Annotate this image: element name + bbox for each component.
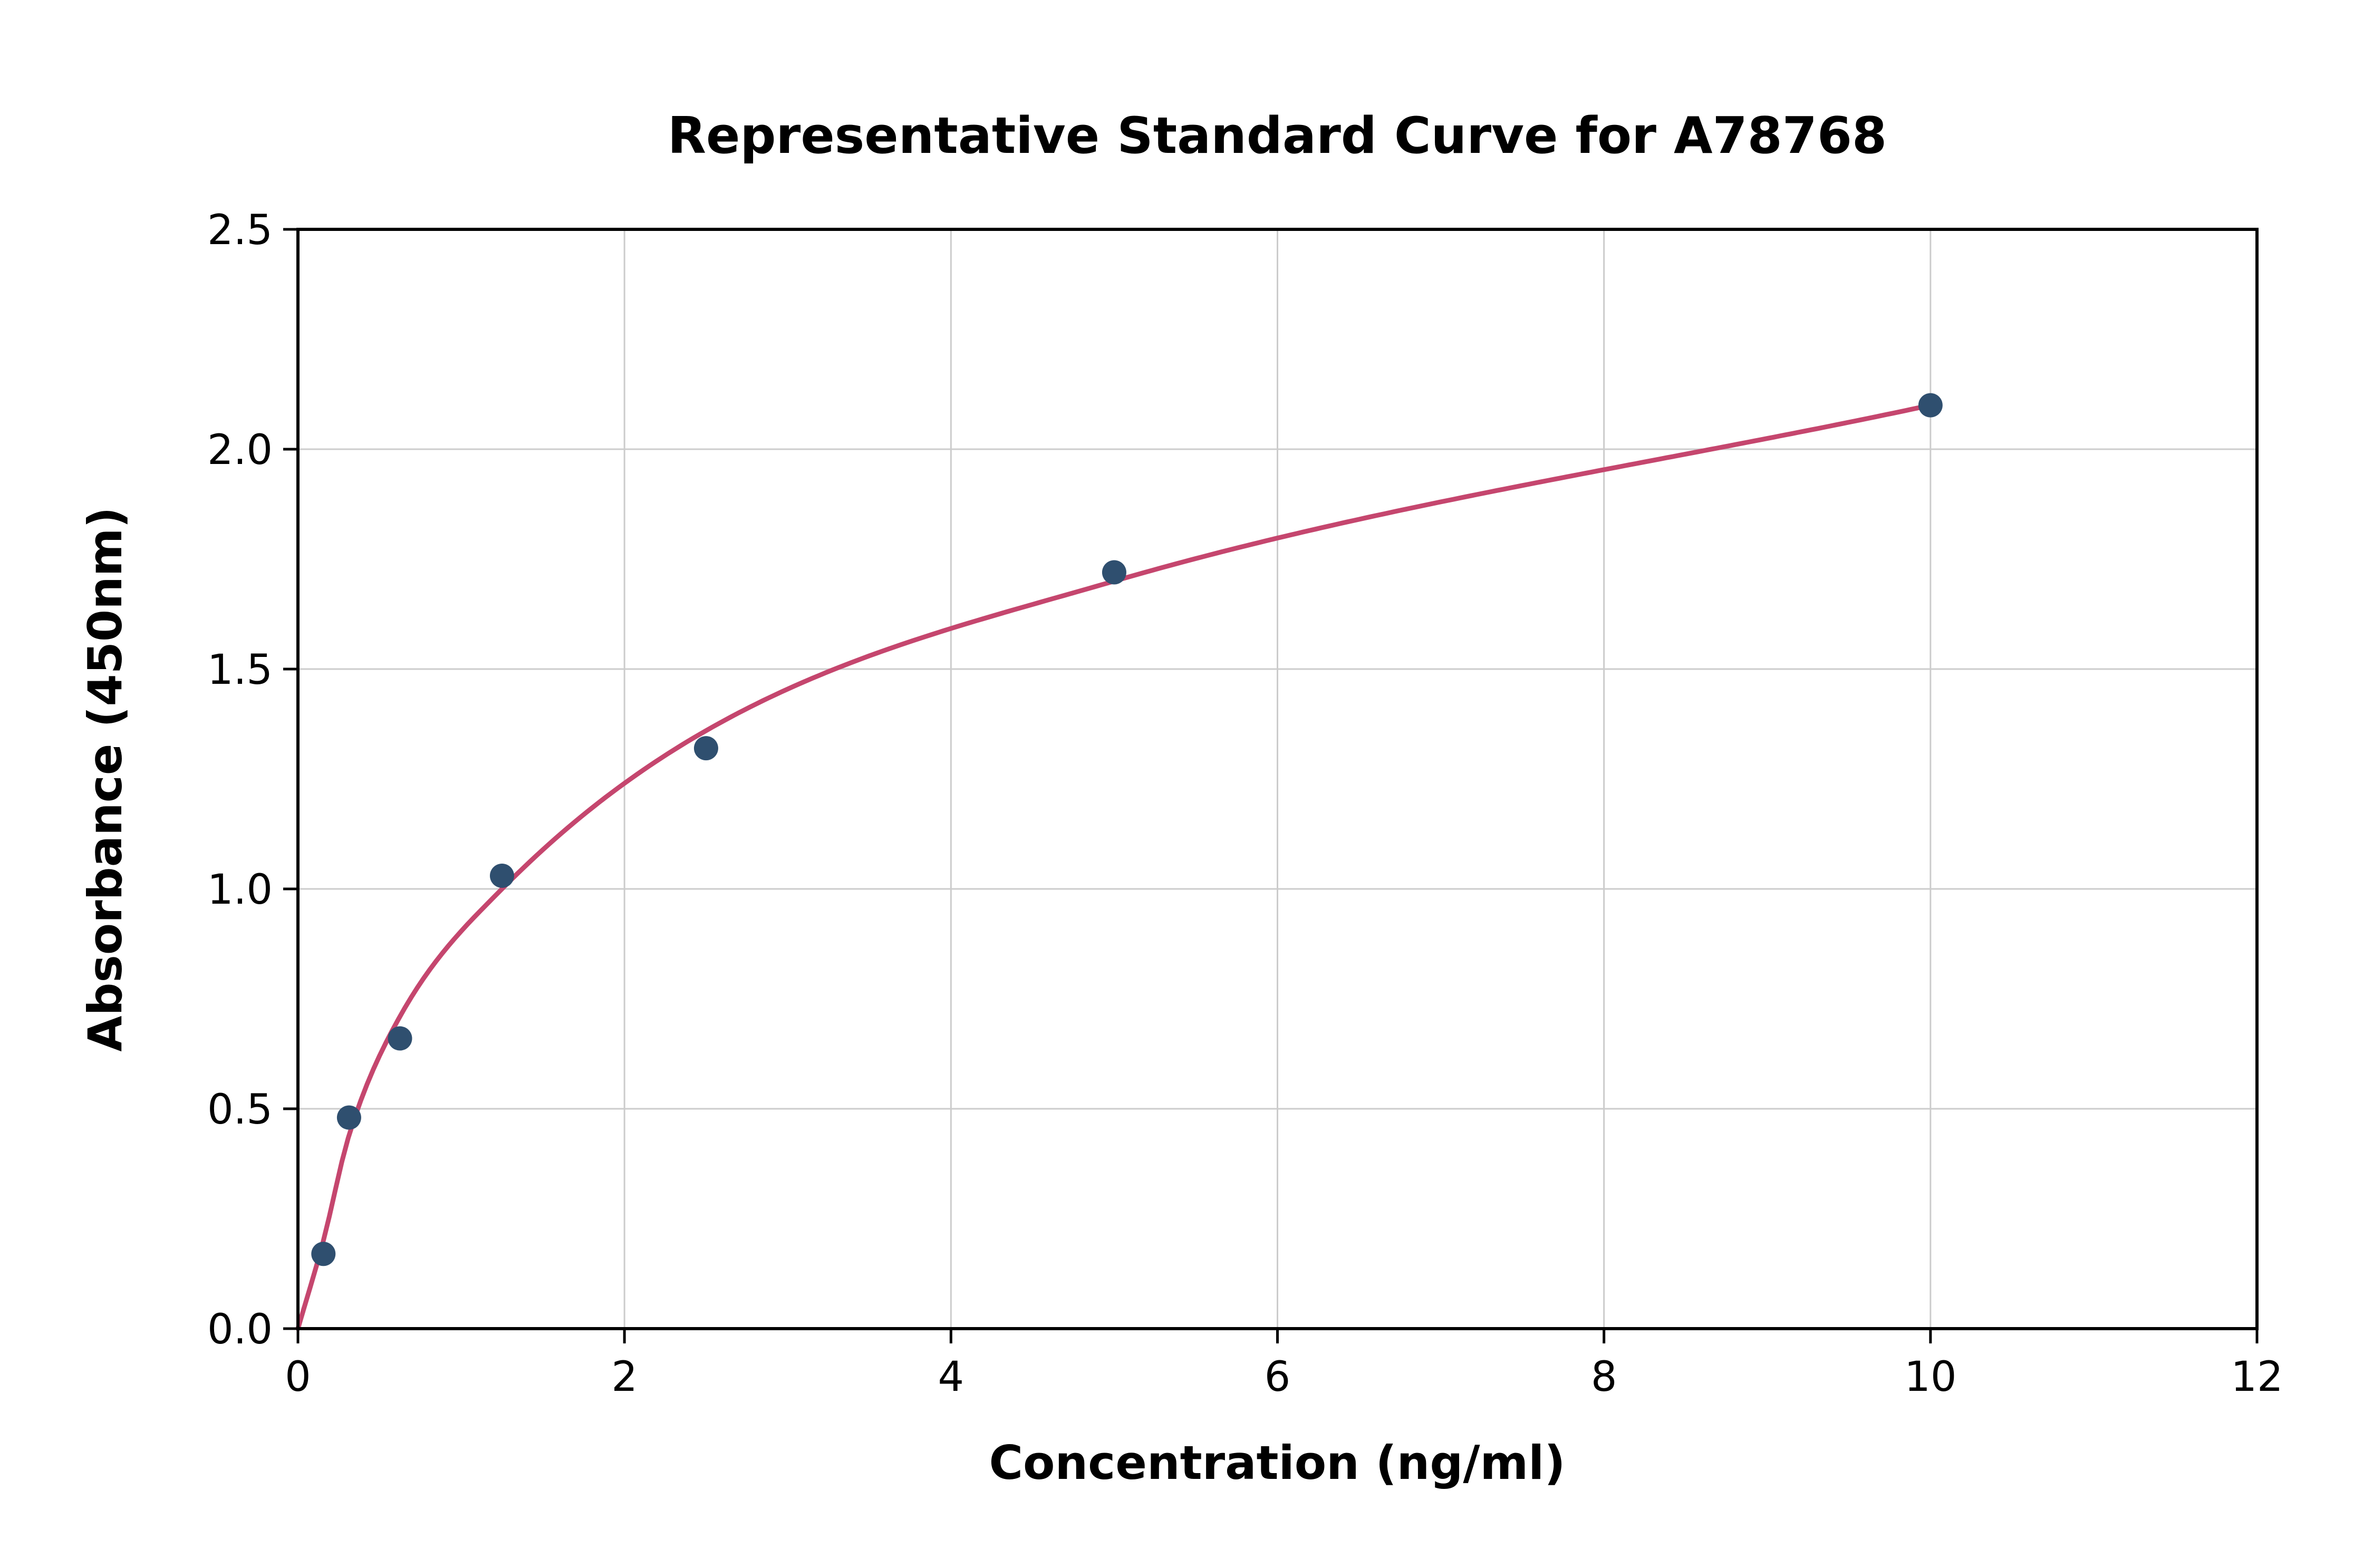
y-tick-label: 1.0 bbox=[207, 866, 273, 914]
y-tick-label: 1.5 bbox=[207, 646, 273, 694]
data-point bbox=[388, 1026, 412, 1051]
data-point bbox=[311, 1242, 336, 1266]
data-layer bbox=[295, 393, 1943, 1331]
y-tick-label: 0.0 bbox=[207, 1306, 273, 1353]
data-point bbox=[336, 1105, 361, 1130]
fit-curve bbox=[295, 403, 1933, 1331]
x-tick-label: 6 bbox=[1265, 1353, 1291, 1401]
data-point bbox=[489, 863, 514, 888]
data-point bbox=[693, 736, 718, 761]
y-tick-label: 2.5 bbox=[207, 207, 273, 254]
x-tick-label: 4 bbox=[938, 1353, 964, 1401]
x-tick-label: 0 bbox=[285, 1353, 311, 1401]
x-tick-label: 10 bbox=[1904, 1353, 1956, 1401]
x-tick-label: 12 bbox=[2231, 1353, 2283, 1401]
x-tick-label: 8 bbox=[1591, 1353, 1617, 1401]
x-tick-label: 2 bbox=[611, 1353, 638, 1401]
grid-layer bbox=[297, 228, 2258, 1330]
x-axis-label: Concentration (ng/ml) bbox=[989, 1436, 1565, 1490]
chart-title: Representative Standard Curve for A78768 bbox=[668, 107, 1887, 165]
y-axis-label: Absorbance (450nm) bbox=[78, 507, 132, 1051]
y-tick-label: 2.0 bbox=[207, 427, 273, 474]
data-point bbox=[1918, 393, 1943, 418]
axes-layer: 0 2 4 6 8 10 12 0.0 0.5 1.0 1.5 2.0 2.5 bbox=[207, 207, 2283, 1401]
data-point bbox=[1102, 560, 1126, 585]
y-tick-label: 0.5 bbox=[207, 1086, 273, 1134]
